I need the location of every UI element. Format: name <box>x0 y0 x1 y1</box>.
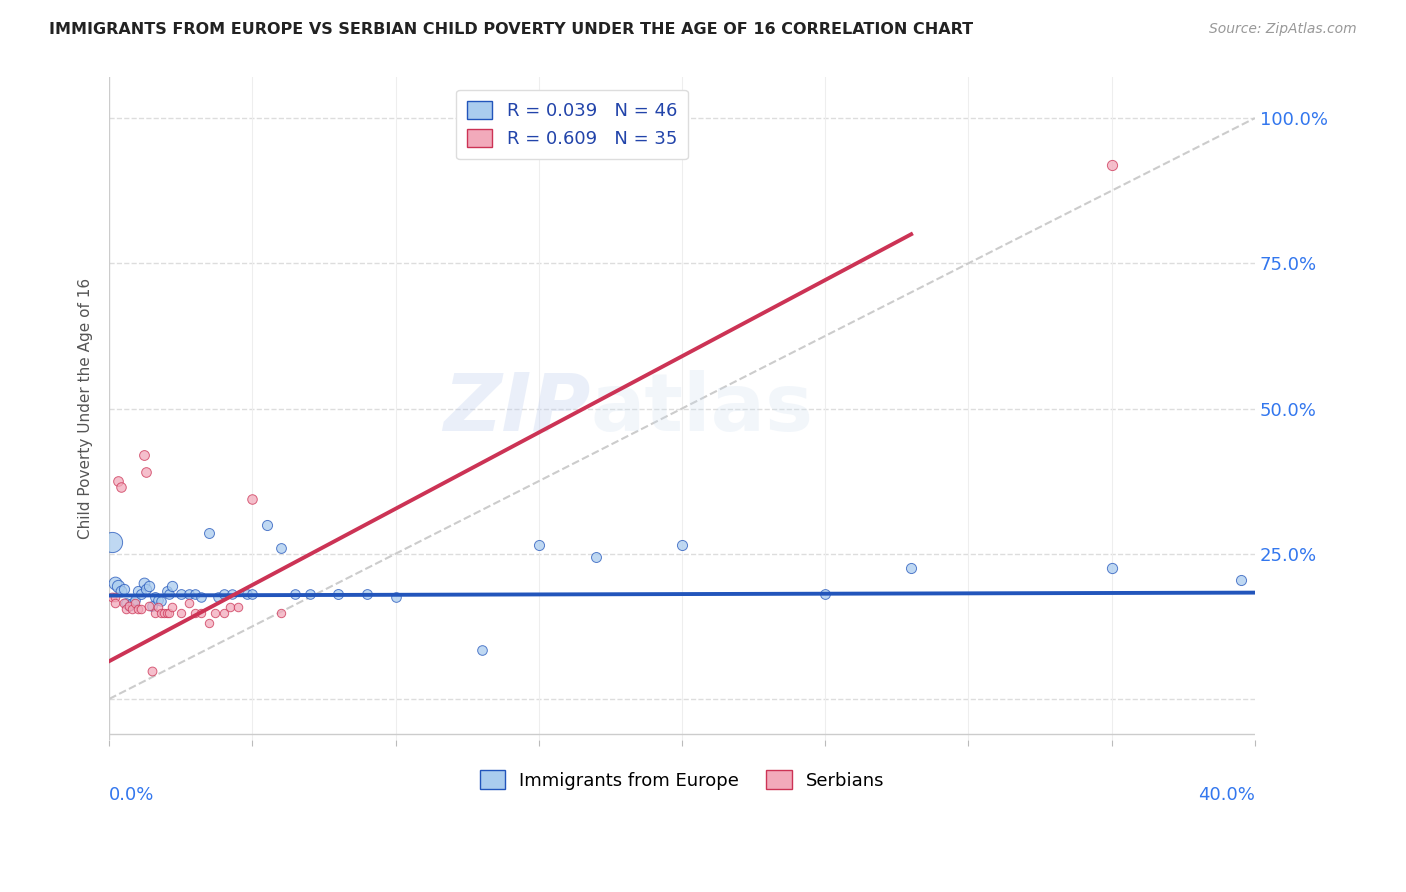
Text: atlas: atlas <box>591 369 814 448</box>
Text: IMMIGRANTS FROM EUROPE VS SERBIAN CHILD POVERTY UNDER THE AGE OF 16 CORRELATION : IMMIGRANTS FROM EUROPE VS SERBIAN CHILD … <box>49 22 973 37</box>
Text: 0.0%: 0.0% <box>110 786 155 804</box>
Text: ZIP: ZIP <box>443 369 591 448</box>
Y-axis label: Child Poverty Under the Age of 16: Child Poverty Under the Age of 16 <box>79 278 93 539</box>
Text: 40.0%: 40.0% <box>1198 786 1256 804</box>
Text: Source: ZipAtlas.com: Source: ZipAtlas.com <box>1209 22 1357 37</box>
Legend: Immigrants from Europe, Serbians: Immigrants from Europe, Serbians <box>472 763 891 797</box>
